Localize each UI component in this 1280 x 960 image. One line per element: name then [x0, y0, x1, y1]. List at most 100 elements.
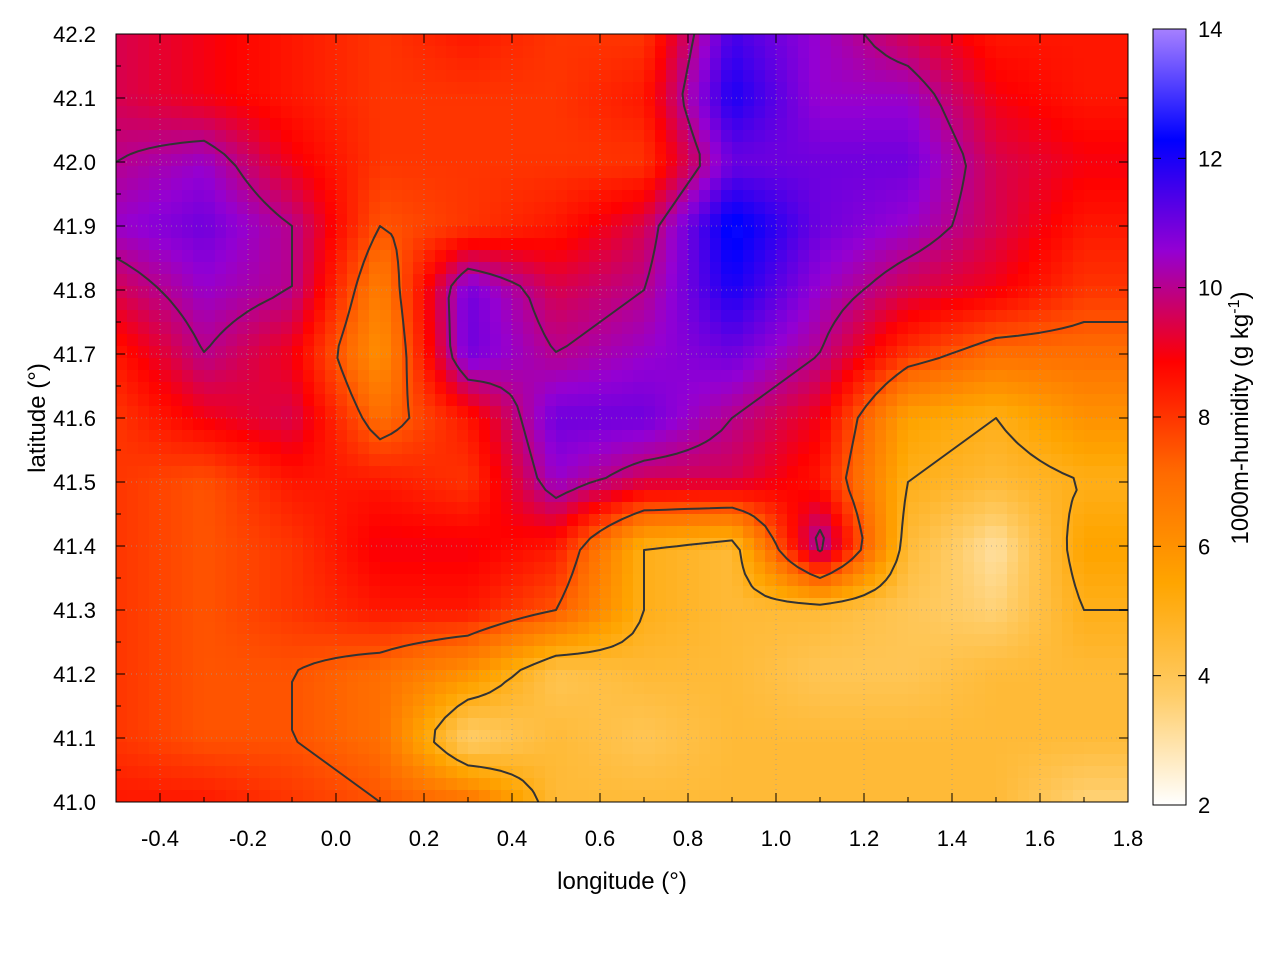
heatmap-cell	[424, 622, 436, 635]
heatmap-cell	[963, 454, 975, 467]
heatmap-cell	[1073, 286, 1085, 299]
heatmap-cell	[908, 274, 920, 287]
heatmap-cell	[479, 118, 491, 131]
heatmap-cell	[127, 550, 139, 563]
heatmap-cell	[1029, 538, 1041, 551]
heatmap-cell	[314, 538, 326, 551]
heatmap-cell	[1084, 382, 1096, 395]
heatmap-cell	[1007, 46, 1019, 59]
heatmap-cell	[798, 154, 810, 167]
heatmap-cell	[248, 442, 260, 455]
heatmap-cell	[798, 670, 810, 683]
heatmap-cell	[369, 538, 381, 551]
heatmap-cell	[655, 58, 667, 71]
heatmap-cell	[237, 178, 249, 191]
heatmap-cell	[391, 562, 403, 575]
heatmap-cell	[226, 442, 238, 455]
heatmap-cell	[226, 274, 238, 287]
heatmap-cell	[369, 34, 381, 47]
heatmap-cell	[831, 658, 843, 671]
heatmap-cell	[776, 262, 788, 275]
heatmap-cell	[270, 598, 282, 611]
heatmap-cell	[985, 46, 997, 59]
heatmap-cell	[325, 418, 337, 431]
heatmap-cell	[281, 514, 293, 527]
heatmap-cell	[666, 154, 678, 167]
heatmap-cell	[776, 322, 788, 335]
heatmap-cell	[1018, 34, 1030, 47]
heatmap-cell	[479, 322, 491, 335]
heatmap-cell	[1018, 550, 1030, 563]
heatmap-cell	[611, 454, 623, 467]
heatmap-cell	[325, 382, 337, 395]
heatmap-cell	[457, 538, 469, 551]
heatmap-cell	[314, 430, 326, 443]
heatmap-cell	[677, 238, 689, 251]
heatmap-cell	[160, 154, 172, 167]
heatmap-cell	[512, 322, 524, 335]
heatmap-cell	[754, 382, 766, 395]
heatmap-cell	[1106, 142, 1118, 155]
heatmap-cell	[952, 586, 964, 599]
heatmap-cell	[413, 442, 425, 455]
heatmap-cell	[1073, 526, 1085, 539]
heatmap-cell	[567, 310, 579, 323]
heatmap-cell	[886, 274, 898, 287]
heatmap-cell	[666, 478, 678, 491]
heatmap-cell	[435, 142, 447, 155]
heatmap-cell	[204, 226, 216, 239]
heatmap-cell	[1018, 430, 1030, 443]
heatmap-cell	[743, 490, 755, 503]
heatmap-cell	[941, 298, 953, 311]
heatmap-cell	[457, 262, 469, 275]
heatmap-cell	[886, 130, 898, 143]
heatmap-cell	[732, 166, 744, 179]
heatmap-cell	[545, 334, 557, 347]
heatmap-cell	[853, 502, 865, 515]
heatmap-cell	[1106, 370, 1118, 383]
heatmap-cell	[193, 466, 205, 479]
heatmap-cell	[765, 298, 777, 311]
heatmap-cell	[919, 610, 931, 623]
heatmap-cell	[413, 634, 425, 647]
heatmap-cell	[248, 658, 260, 671]
heatmap-cell	[457, 454, 469, 467]
heatmap-cell	[754, 346, 766, 359]
heatmap-cell	[941, 130, 953, 143]
heatmap-cell	[424, 430, 436, 443]
heatmap-cell	[721, 514, 733, 527]
heatmap-cell	[171, 214, 183, 227]
heatmap-cell	[248, 274, 260, 287]
heatmap-cell	[897, 586, 909, 599]
heatmap-cell	[248, 562, 260, 575]
heatmap-cell	[853, 490, 865, 503]
heatmap-cell	[391, 154, 403, 167]
heatmap-cell	[666, 238, 678, 251]
heatmap-cell	[1051, 406, 1063, 419]
heatmap-cell	[479, 166, 491, 179]
heatmap-cell	[215, 202, 227, 215]
heatmap-cell	[446, 226, 458, 239]
heatmap-cell	[479, 586, 491, 599]
heatmap-cell	[633, 202, 645, 215]
heatmap-cell	[303, 646, 315, 659]
heatmap-cell	[490, 394, 502, 407]
heatmap-cell	[578, 598, 590, 611]
heatmap-cell	[886, 334, 898, 347]
heatmap-cell	[919, 154, 931, 167]
heatmap-cell	[974, 286, 986, 299]
heatmap-cell	[1084, 154, 1096, 167]
heatmap-cell	[138, 34, 150, 47]
heatmap-cell	[369, 250, 381, 263]
heatmap-cell	[204, 346, 216, 359]
heatmap-cell	[919, 94, 931, 107]
heatmap-cell	[303, 346, 315, 359]
heatmap-cell	[534, 574, 546, 587]
heatmap-cell	[457, 670, 469, 683]
heatmap-cell	[435, 418, 447, 431]
heatmap-cell	[776, 190, 788, 203]
heatmap-cell	[1084, 190, 1096, 203]
heatmap-cell	[787, 334, 799, 347]
heatmap-cell	[347, 178, 359, 191]
heatmap-cell	[886, 406, 898, 419]
